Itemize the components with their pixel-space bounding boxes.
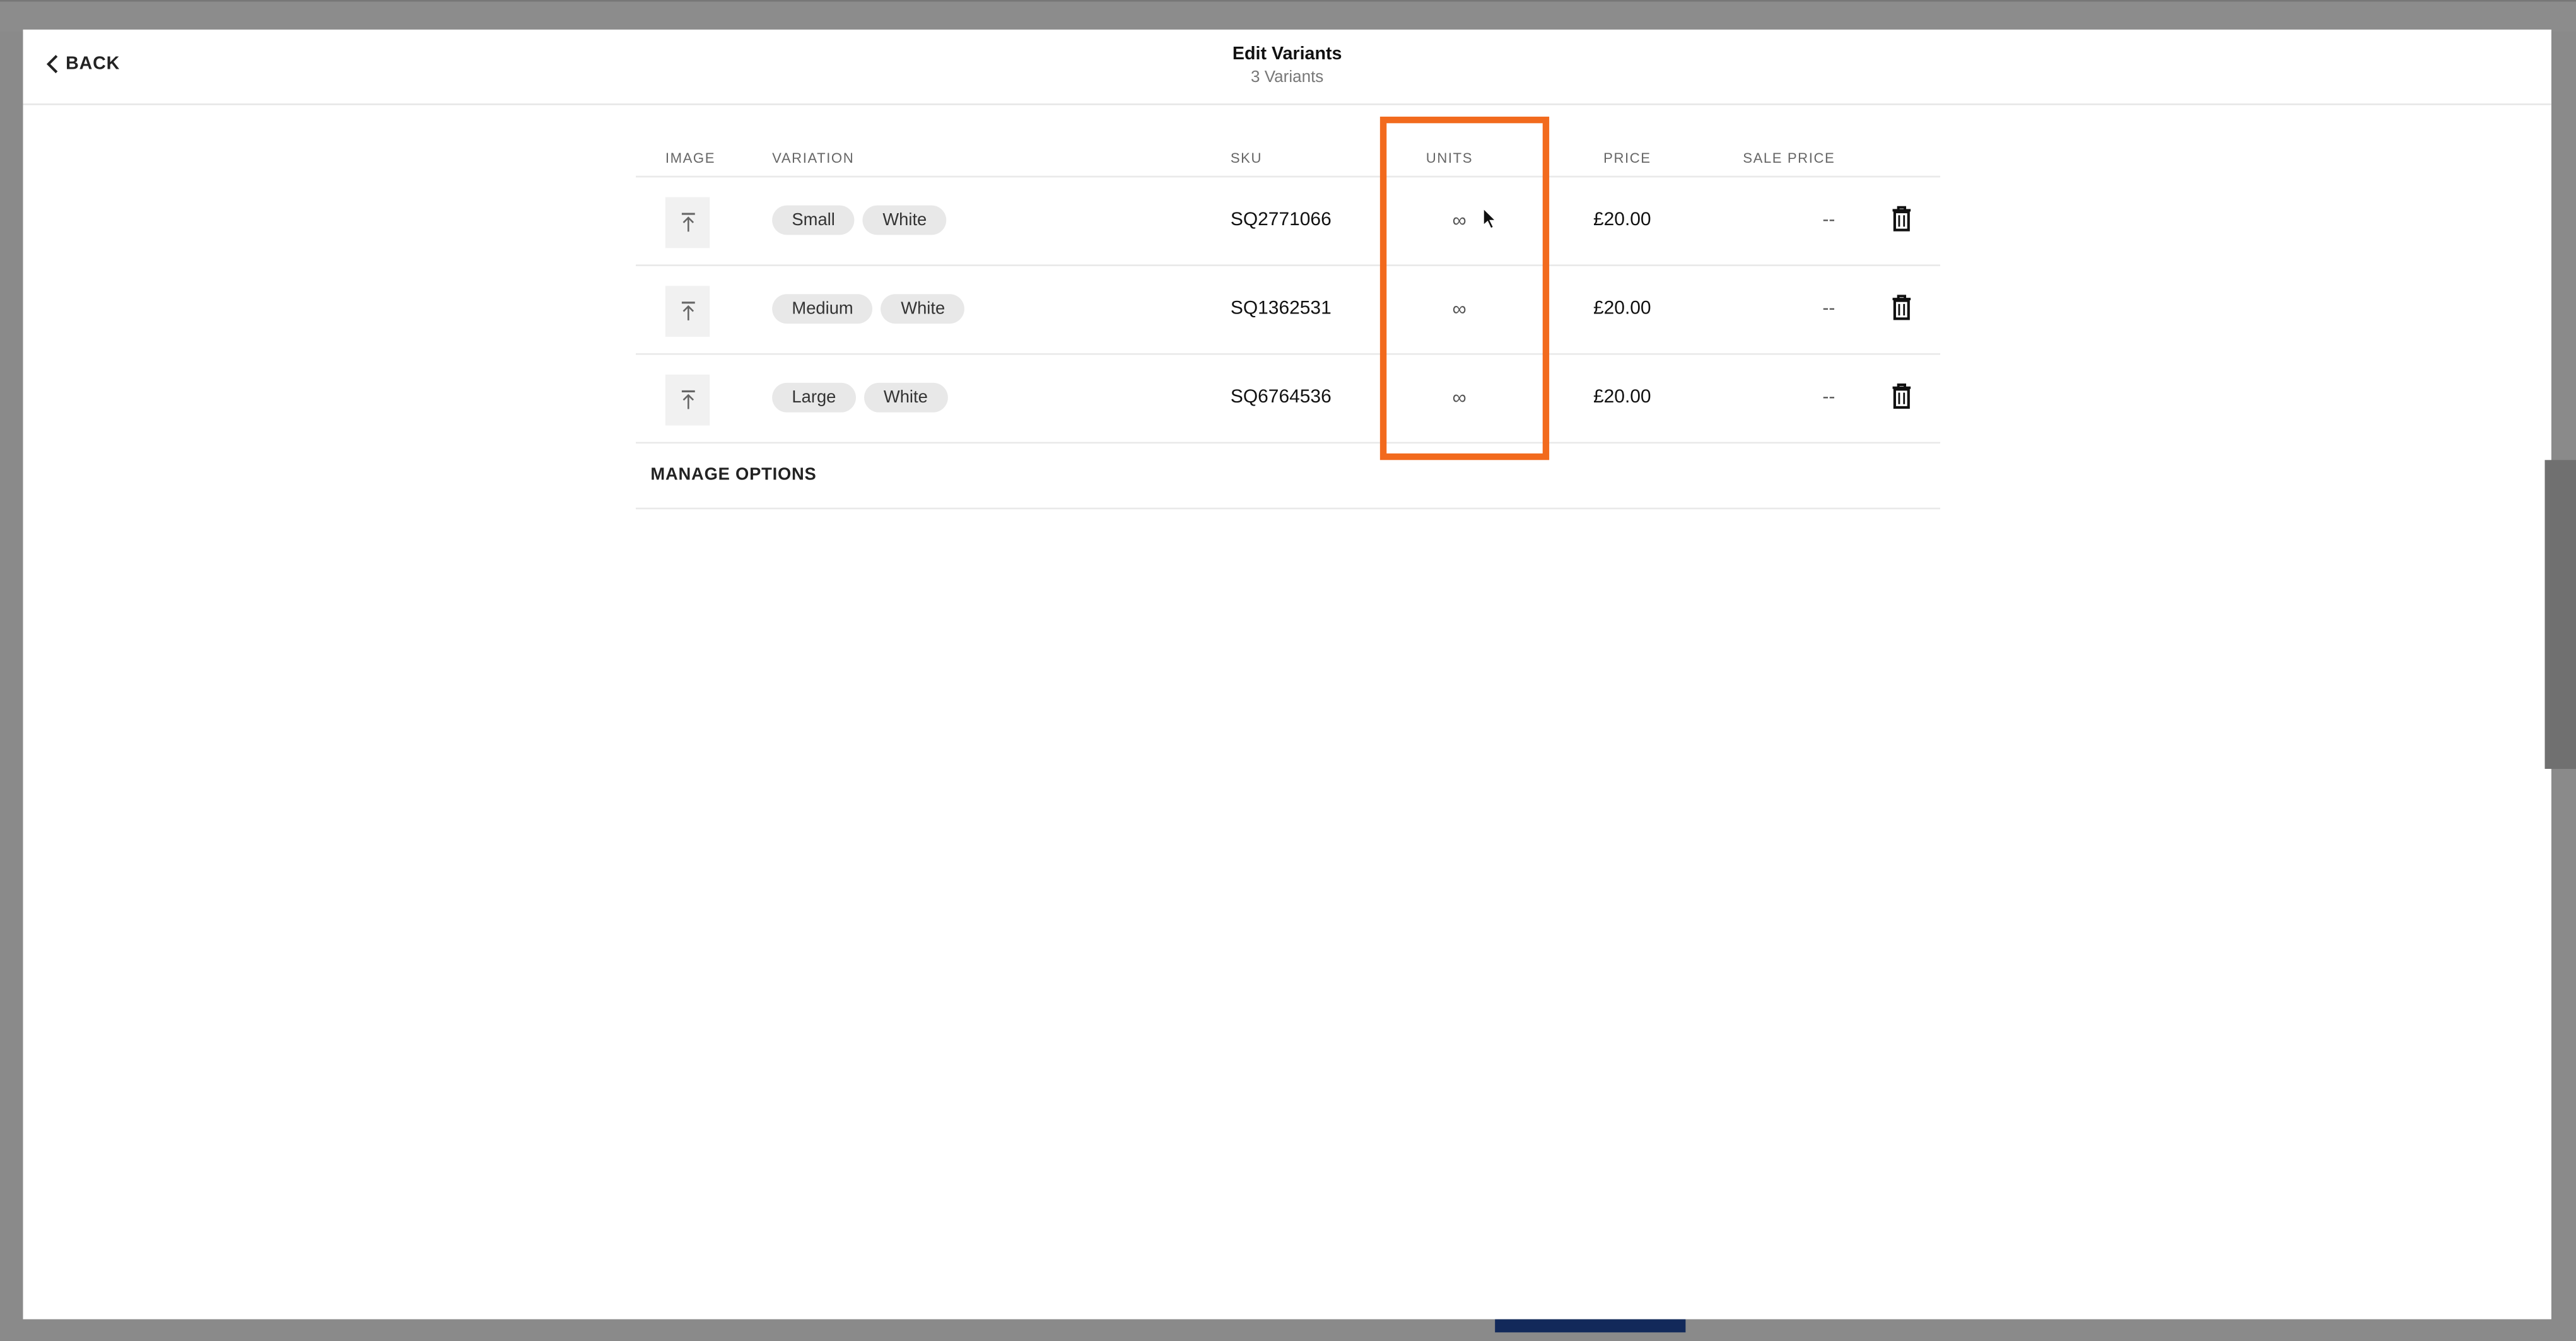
column-sku: SKU bbox=[1230, 149, 1263, 167]
manage-options-row: MANAGE OPTIONS bbox=[635, 443, 1941, 510]
upload-icon bbox=[681, 302, 694, 320]
variation-options: Medium White bbox=[772, 294, 965, 324]
manage-options-button[interactable]: MANAGE OPTIONS bbox=[650, 465, 817, 485]
variation-options: Large White bbox=[772, 382, 948, 413]
table-row: Small White SQ2771066 ∞ £20.00 -- bbox=[635, 177, 1941, 266]
mouse-cursor-icon bbox=[1483, 207, 1497, 230]
option-chip: White bbox=[863, 205, 947, 235]
option-chip: Medium bbox=[772, 294, 873, 324]
background-button bbox=[1495, 1319, 1686, 1333]
units-column-highlight bbox=[1379, 116, 1550, 460]
image-upload-button[interactable] bbox=[665, 286, 710, 337]
variants-table: IMAGE VARIATION SKU UNITS PRICE SALE PRI… bbox=[635, 128, 1941, 510]
column-variation: VARIATION bbox=[772, 149, 855, 167]
sale-price-value[interactable]: -- bbox=[1822, 210, 1835, 230]
table-row: Medium White SQ1362531 ∞ £20.00 -- bbox=[635, 266, 1941, 355]
trash-icon[interactable] bbox=[1891, 383, 1912, 409]
top-bar bbox=[0, 0, 2576, 32]
column-sale-price: SALE PRICE bbox=[1743, 149, 1835, 167]
variation-options: Small White bbox=[772, 205, 947, 235]
scrollbar[interactable] bbox=[2544, 460, 2576, 769]
back-label: BACK bbox=[66, 54, 120, 74]
option-chip: White bbox=[864, 382, 948, 413]
image-upload-button[interactable] bbox=[665, 197, 710, 249]
units-value[interactable]: ∞ bbox=[1452, 208, 1467, 232]
price-value[interactable]: £20.00 bbox=[1593, 210, 1651, 230]
option-chip: Small bbox=[772, 205, 855, 235]
units-value[interactable]: ∞ bbox=[1452, 297, 1467, 320]
column-price: PRICE bbox=[1603, 149, 1651, 167]
image-upload-button[interactable] bbox=[665, 374, 710, 426]
price-value[interactable]: £20.00 bbox=[1593, 387, 1651, 407]
variant-count: 3 Variants bbox=[1250, 69, 1324, 88]
modal-header: BACK Edit Variants 3 Variants bbox=[23, 30, 2551, 105]
edit-variants-modal: BACK Edit Variants 3 Variants IMAGE VARI… bbox=[23, 29, 2551, 1320]
sku-value: SQ1362531 bbox=[1230, 299, 1332, 319]
sku-value: SQ6764536 bbox=[1230, 387, 1332, 407]
sale-price-value[interactable]: -- bbox=[1822, 387, 1835, 407]
table-row: Large White SQ6764536 ∞ £20.00 -- bbox=[635, 355, 1941, 444]
chevron-left-icon bbox=[46, 55, 58, 74]
option-chip: White bbox=[881, 294, 965, 324]
column-image: IMAGE bbox=[665, 149, 716, 167]
page-title: Edit Variants bbox=[1232, 44, 1342, 64]
column-units: UNITS bbox=[1426, 149, 1473, 167]
units-value[interactable]: ∞ bbox=[1452, 386, 1467, 409]
price-value[interactable]: £20.00 bbox=[1593, 299, 1651, 319]
back-button[interactable]: BACK bbox=[46, 54, 120, 74]
trash-icon[interactable] bbox=[1891, 206, 1912, 232]
table-header: IMAGE VARIATION SKU UNITS PRICE SALE PRI… bbox=[635, 128, 1941, 178]
upload-icon bbox=[681, 213, 694, 232]
sale-price-value[interactable]: -- bbox=[1822, 299, 1835, 319]
sku-value: SQ2771066 bbox=[1230, 210, 1332, 230]
option-chip: Large bbox=[772, 382, 856, 413]
upload-icon bbox=[681, 390, 694, 409]
trash-icon[interactable] bbox=[1891, 294, 1912, 320]
